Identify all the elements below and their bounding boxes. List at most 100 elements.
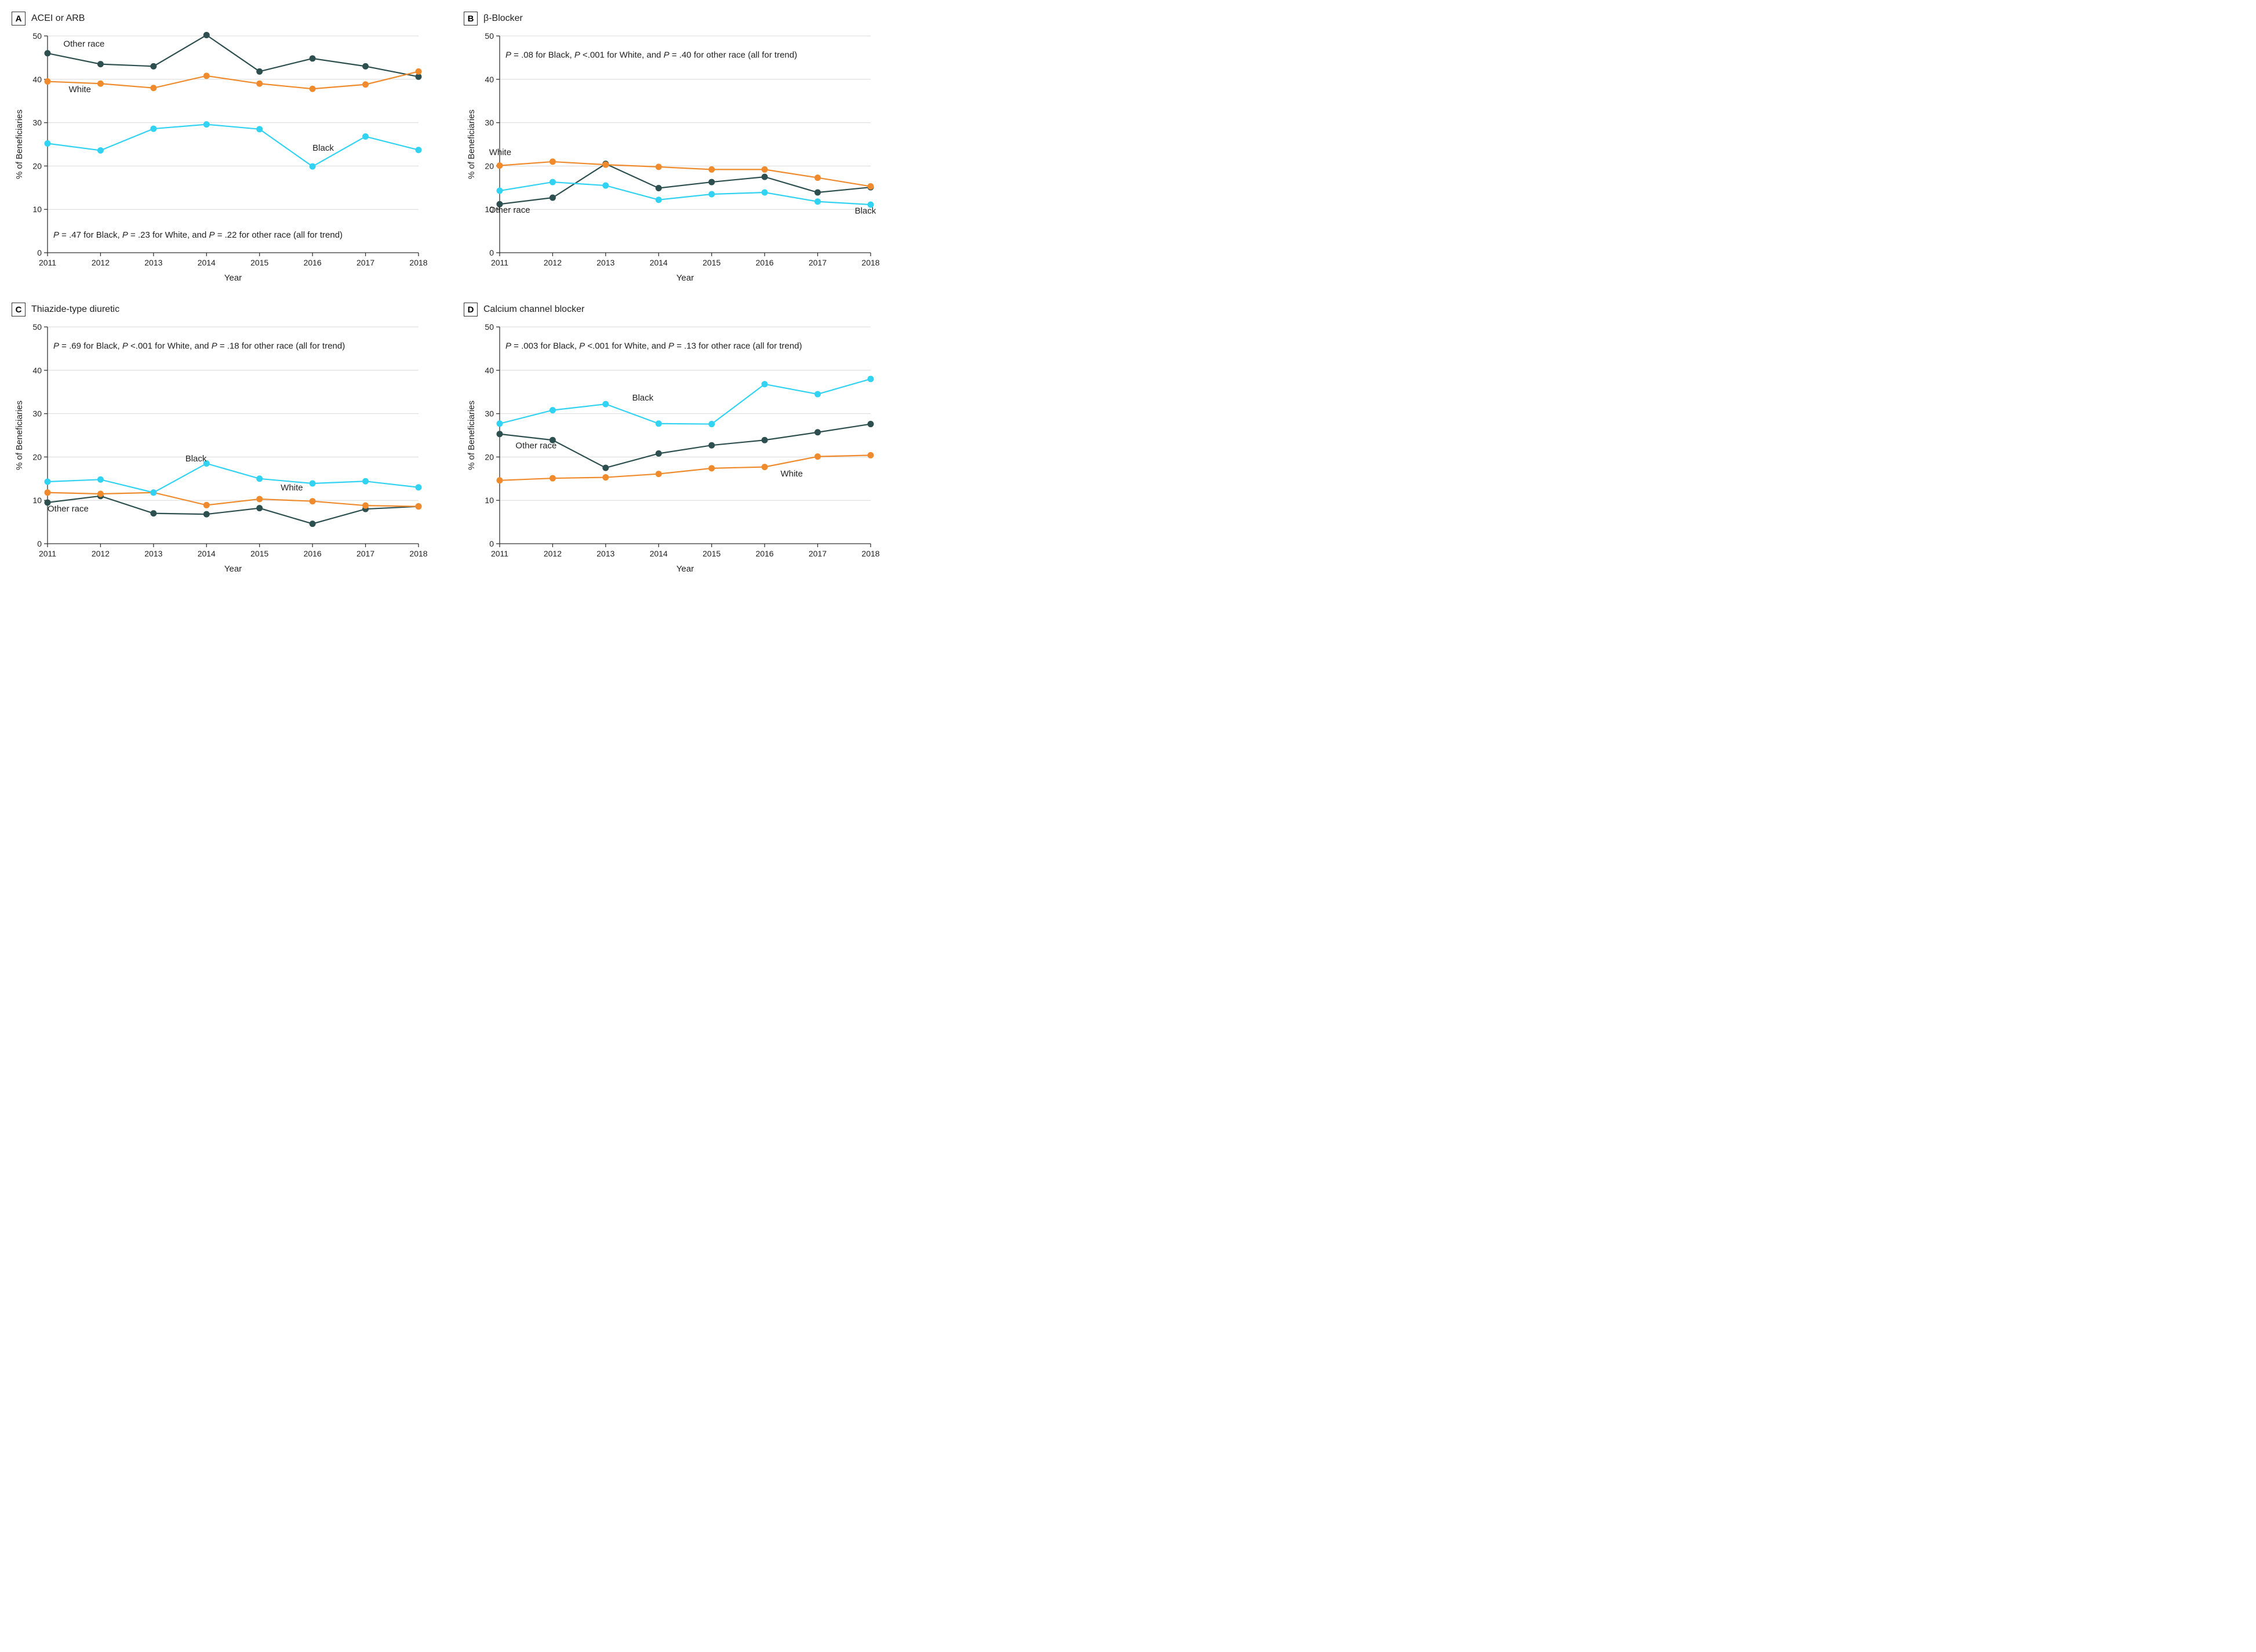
series-marker-black — [362, 478, 369, 485]
x-axis-label: Year — [676, 564, 694, 574]
series-marker-other — [362, 63, 369, 70]
x-tick-label: 2017 — [809, 258, 827, 267]
series-marker-other — [656, 185, 662, 191]
y-tick-label: 10 — [32, 205, 42, 214]
y-axis-label: % of Beneficiaries — [14, 401, 24, 470]
pvalue-annotation: P = .08 for Black, P <.001 for White, an… — [505, 50, 797, 60]
series-marker-black — [814, 198, 821, 205]
series-line-black — [500, 379, 871, 424]
series-marker-other — [814, 429, 821, 435]
panel-title: ACEI or ARB — [31, 13, 85, 24]
panel-a: AACEI or ARB0102030405020112012201320142… — [12, 12, 441, 285]
series-marker-other — [868, 421, 874, 427]
y-tick-label: 50 — [32, 31, 42, 41]
series-marker-white — [416, 68, 422, 75]
series-marker-white — [203, 502, 210, 508]
series-marker-white — [602, 162, 609, 168]
series-marker-white — [868, 183, 874, 190]
series-marker-black — [602, 183, 609, 189]
series-marker-white — [256, 81, 263, 87]
x-tick-label: 2017 — [356, 258, 374, 267]
series-marker-white — [497, 477, 503, 483]
x-tick-label: 2016 — [756, 549, 774, 558]
y-tick-label: 10 — [485, 496, 494, 505]
chart: 0102030405020112012201320142015201620172… — [12, 30, 429, 285]
x-axis-label: Year — [224, 273, 242, 283]
series-marker-other — [97, 61, 104, 67]
series-marker-white — [97, 490, 104, 497]
panel-title: β-Blocker — [483, 13, 523, 24]
y-tick-label: 30 — [485, 118, 494, 128]
chart-svg: 0102030405020112012201320142015201620172… — [12, 321, 429, 576]
series-marker-white — [97, 81, 104, 87]
series-marker-white — [45, 78, 51, 85]
panel-title: Calcium channel blocker — [483, 304, 584, 315]
series-marker-black — [762, 381, 768, 387]
series-marker-black — [310, 163, 316, 170]
x-tick-label: 2015 — [250, 258, 268, 267]
series-marker-white — [602, 474, 609, 481]
y-tick-label: 0 — [37, 248, 42, 257]
series-label-black: Black — [185, 454, 207, 464]
series-marker-white — [814, 174, 821, 181]
panel-title: Thiazide-type diuretic — [31, 304, 119, 315]
x-tick-label: 2013 — [144, 549, 162, 558]
series-marker-other — [497, 431, 503, 437]
y-tick-label: 0 — [37, 539, 42, 548]
series-marker-other — [602, 465, 609, 471]
series-marker-white — [656, 471, 662, 477]
x-tick-label: 2014 — [198, 549, 216, 558]
series-marker-black — [708, 191, 715, 198]
x-tick-label: 2017 — [356, 549, 374, 558]
x-tick-label: 2012 — [544, 549, 562, 558]
series-marker-black — [97, 476, 104, 483]
x-tick-label: 2012 — [544, 258, 562, 267]
series-label-black: Black — [312, 143, 334, 153]
series-marker-black — [497, 188, 503, 194]
series-marker-black — [550, 179, 556, 185]
x-tick-label: 2018 — [409, 258, 427, 267]
panel-letter: B — [464, 12, 478, 26]
series-marker-white — [550, 475, 556, 482]
series-marker-white — [656, 163, 662, 170]
y-tick-label: 50 — [32, 322, 42, 332]
y-tick-label: 20 — [485, 452, 494, 461]
series-marker-other — [762, 437, 768, 443]
y-tick-label: 30 — [32, 118, 42, 128]
series-marker-other — [310, 55, 316, 61]
y-axis-label: % of Beneficiaries — [14, 110, 24, 179]
x-tick-label: 2011 — [491, 549, 508, 558]
series-marker-other — [550, 195, 556, 201]
x-tick-label: 2014 — [650, 549, 668, 558]
panel-header: DCalcium channel blocker — [464, 303, 893, 316]
series-marker-black — [416, 484, 422, 490]
y-tick-label: 40 — [485, 75, 494, 84]
series-marker-white — [310, 86, 316, 92]
chart: 0102030405020112012201320142015201620172… — [464, 321, 881, 576]
y-tick-label: 20 — [32, 161, 42, 170]
series-marker-white — [45, 489, 51, 496]
x-tick-label: 2011 — [491, 258, 508, 267]
x-tick-label: 2017 — [809, 549, 827, 558]
series-marker-other — [310, 521, 316, 527]
x-tick-label: 2018 — [409, 549, 427, 558]
x-axis-label: Year — [224, 564, 242, 574]
y-tick-label: 0 — [489, 539, 494, 548]
panel-b: Bβ-Blocker010203040502011201220132014201… — [464, 12, 893, 285]
series-label-other: Other race — [489, 205, 530, 215]
series-line-black — [48, 125, 419, 167]
series-marker-other — [203, 511, 210, 518]
panel-header: Bβ-Blocker — [464, 12, 893, 26]
series-marker-other — [708, 179, 715, 185]
y-axis-label: % of Beneficiaries — [467, 401, 476, 470]
series-marker-other — [203, 32, 210, 38]
series-label-white: White — [781, 469, 803, 479]
series-marker-white — [310, 498, 316, 504]
series-label-other: Other race — [63, 39, 104, 49]
x-tick-label: 2011 — [39, 258, 56, 267]
series-marker-black — [762, 190, 768, 196]
y-axis-label: % of Beneficiaries — [467, 110, 476, 179]
chart: 0102030405020112012201320142015201620172… — [12, 321, 429, 576]
series-label-other: Other race — [48, 504, 89, 514]
series-marker-black — [45, 479, 51, 485]
